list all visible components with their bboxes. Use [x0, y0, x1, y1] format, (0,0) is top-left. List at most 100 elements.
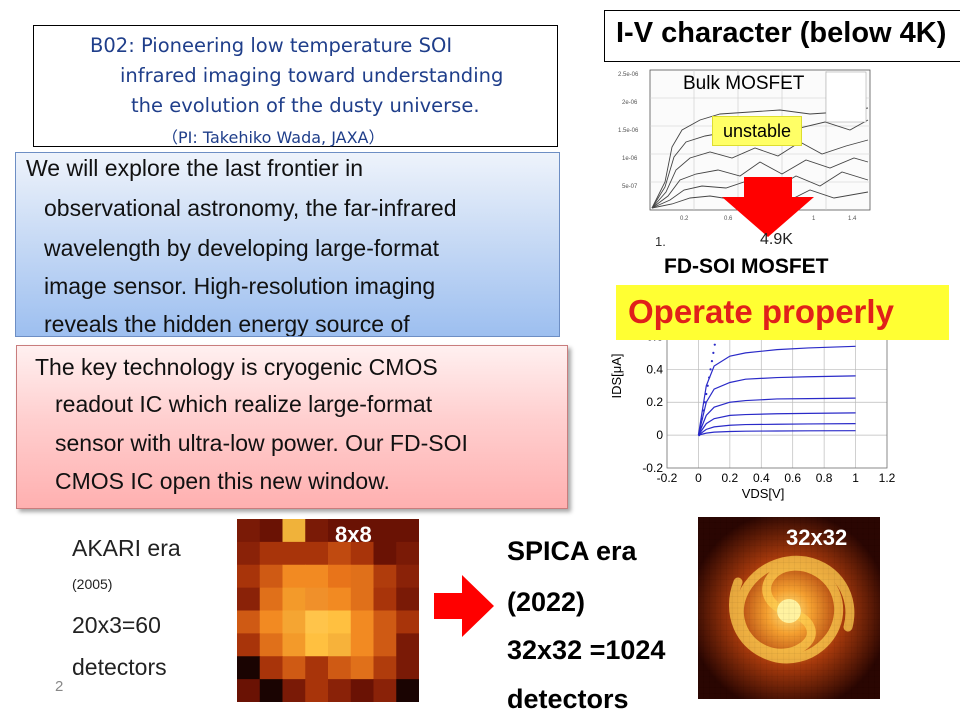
key-technology-line: CMOS IC open this new window.	[55, 468, 390, 494]
pixel-cell	[305, 564, 329, 589]
pixel-cell	[282, 633, 306, 657]
pixel-cell	[350, 519, 374, 543]
x-tick-label: 1.2	[879, 471, 896, 485]
pixel-cell	[350, 610, 374, 634]
spica-image-label: 32x32	[786, 525, 848, 550]
pixel-cell	[328, 541, 352, 566]
pi-line: （PI: Takehiko Wada, JAXA）	[162, 128, 385, 147]
pixel-cell	[350, 633, 374, 657]
unstable-badge: unstable	[712, 116, 802, 146]
iv-dot	[710, 360, 714, 363]
right-arrow-icon	[434, 575, 494, 637]
key-technology-box: The key technology is cryogenic CMOS rea…	[16, 345, 568, 509]
iv-dot	[706, 384, 709, 387]
svg-text:5e-07: 5e-07	[622, 184, 638, 190]
iv-dot	[705, 392, 708, 396]
title-line-1: B02: Pioneering low temperature SOI	[90, 34, 453, 57]
description-line: image sensor. High-resolution imaging	[44, 273, 436, 299]
spica-era-label: SPICA era	[507, 536, 637, 566]
pixel-cell	[396, 564, 419, 589]
spica-32x32-galaxy-image	[698, 517, 880, 699]
pixel-cell	[259, 633, 283, 657]
akari-detector-count: 20x3=60	[72, 612, 161, 638]
pixel-cell	[282, 587, 306, 611]
iv-curve-6	[698, 430, 856, 436]
iv-dot	[699, 425, 702, 428]
x-tick-label: 1	[852, 471, 859, 485]
pixel-cell	[328, 564, 352, 589]
x-axis-label: VDS[V]	[742, 486, 785, 501]
y-axis-label: IDS[μA]	[609, 353, 624, 398]
pixel-cell	[305, 587, 329, 611]
pixel-cell	[305, 519, 329, 543]
iv-curve-2	[697, 375, 856, 436]
pixel-cell	[350, 656, 374, 680]
iv-curve-4	[697, 412, 856, 436]
pixel-cell	[259, 519, 283, 543]
iv-dot	[713, 343, 716, 346]
pixel-cell	[396, 519, 419, 543]
key-technology-line: readout IC which realize large-format	[55, 391, 433, 417]
pixel-cell	[350, 587, 374, 611]
pixel-cell	[237, 541, 261, 566]
svg-text:0.2: 0.2	[680, 216, 689, 222]
svg-text:0.6: 0.6	[724, 216, 733, 222]
x-tick-label: 0	[695, 471, 702, 485]
pixel-cell	[305, 541, 329, 566]
pixel-cell	[373, 679, 397, 702]
akari-era-label: AKARI era	[72, 535, 181, 561]
svg-text:1e-06: 1e-06	[622, 156, 638, 162]
pixel-cell	[305, 610, 329, 634]
iv-dot	[702, 409, 705, 412]
iv-dot	[709, 368, 712, 371]
page-number: 2	[55, 678, 64, 695]
pixel-cell	[373, 519, 397, 543]
y-tick-label: -0.2	[642, 461, 663, 475]
pixel-cell	[259, 541, 283, 566]
spica-detectors-label: detectors	[507, 684, 629, 714]
iv-dot	[703, 401, 706, 404]
pixel-cell	[282, 656, 306, 680]
title-line-3: the evolution of the dusty universe.	[131, 94, 480, 117]
x-tick-label: 0.6	[784, 471, 801, 485]
pixel-cell	[373, 587, 397, 611]
pixel-cell	[237, 610, 261, 634]
fd-soi-iv-chart: -0.200.20.40.60.811.2-0.200.20.40.6 VDS[…	[609, 319, 896, 501]
pixel-cell	[328, 519, 352, 543]
iv-dot	[712, 351, 715, 354]
iv-curve-1	[697, 345, 856, 436]
pixel-cell	[259, 564, 283, 589]
pixel-cell	[396, 656, 419, 680]
description-line: wavelength by developing large-format	[44, 235, 440, 261]
iv-dot	[698, 434, 701, 437]
pixel-cell	[373, 541, 397, 566]
pixel-cell	[259, 610, 283, 634]
pixel-cell	[237, 564, 261, 589]
pixel-cell	[328, 679, 352, 702]
akari-grid-label: 8x8	[335, 522, 372, 547]
pixel-cell	[305, 656, 329, 680]
bulk-mosfet-label: Bulk MOSFET	[683, 73, 805, 94]
description-box: We will explore the last frontier in obs…	[15, 152, 560, 337]
x-tick-label: 0.2	[722, 471, 739, 485]
x-tick-label: -0.2	[657, 471, 678, 485]
pixel-cell	[350, 679, 374, 702]
fd-soi-mosfet-label: FD-SOI MOSFET	[664, 255, 829, 278]
pixel-cell	[237, 519, 261, 543]
pixel-cell	[237, 679, 261, 702]
axis-fragment: 1.	[655, 234, 666, 249]
svg-text:2e-06: 2e-06	[622, 100, 638, 106]
pixel-cell	[259, 679, 283, 702]
pixel-cell	[282, 679, 306, 702]
spica-detector-count: 32x32 =1024	[507, 635, 666, 665]
svg-text:1.4: 1.4	[848, 216, 857, 222]
description-line: observational astronomy, the far-infrare…	[44, 195, 457, 221]
pixel-cell	[350, 541, 374, 566]
pixel-cell	[328, 656, 352, 680]
pixel-cell	[396, 679, 419, 702]
akari-year: (2005)	[72, 576, 113, 592]
chart-grid	[666, 319, 888, 469]
plot-frame	[666, 319, 888, 469]
pixel-cell	[328, 587, 352, 611]
pixel-cell	[373, 564, 397, 589]
